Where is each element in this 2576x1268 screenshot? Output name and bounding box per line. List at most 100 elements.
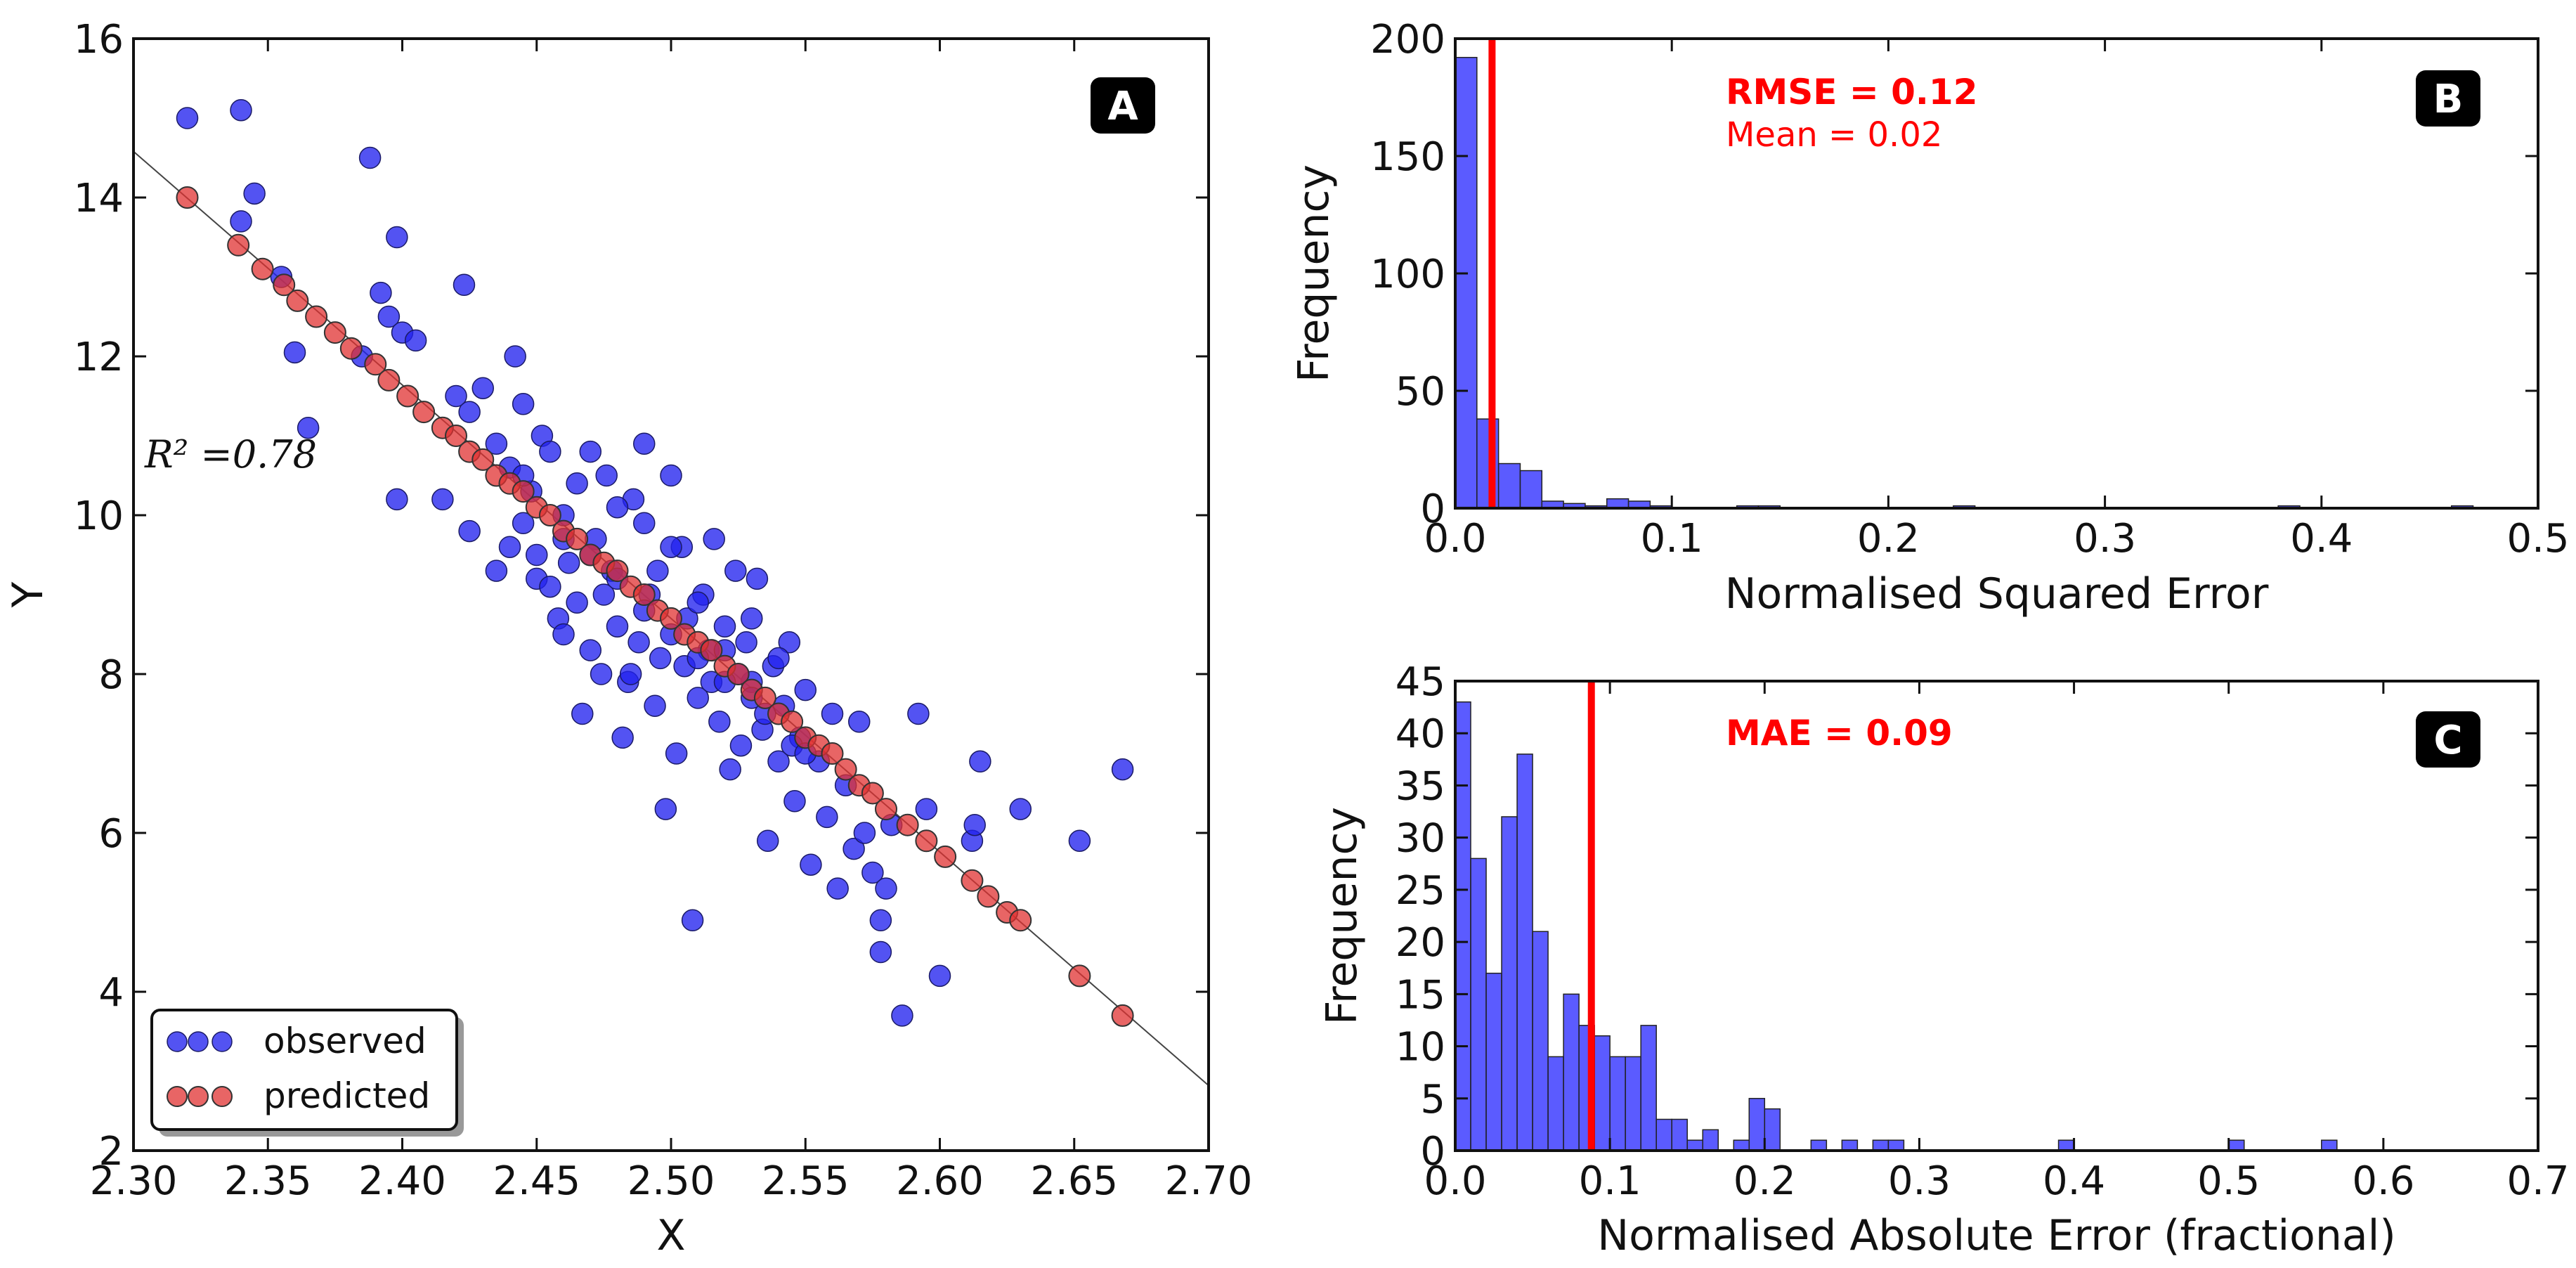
observed-point xyxy=(526,543,548,567)
observed-point xyxy=(767,750,790,773)
observed-point xyxy=(404,329,427,352)
panel-a-y-tick-label: 6 xyxy=(98,811,124,857)
observed-point xyxy=(633,432,656,455)
panel-c-bar xyxy=(1563,993,1580,1151)
observed-point xyxy=(794,678,817,701)
panel-c-x-tick-label: 0.7 xyxy=(2506,1158,2569,1204)
panel-c-x-tick-label: 0.0 xyxy=(1424,1158,1486,1204)
predicted-point xyxy=(566,527,589,550)
observed-point xyxy=(498,536,521,558)
observed-point xyxy=(729,734,753,757)
observed-point xyxy=(756,829,779,853)
panel-c-bar xyxy=(1470,858,1487,1151)
legend-predicted-marker xyxy=(212,1086,233,1107)
panel-c-bar xyxy=(2227,1139,2245,1151)
observed-point xyxy=(660,536,682,558)
observed-point xyxy=(230,210,252,233)
predicted-point xyxy=(364,353,387,376)
panel-a-x-tick-label: 2.70 xyxy=(1165,1158,1253,1204)
predicted-point xyxy=(471,448,495,471)
panel-b-y-tick-label: 50 xyxy=(1396,369,1445,415)
observed-point xyxy=(386,226,408,249)
panel-c-bar xyxy=(1733,1139,1750,1151)
observed-point xyxy=(504,345,526,368)
panel-c-x-tick-label: 0.6 xyxy=(2352,1158,2414,1204)
observed-point xyxy=(619,663,642,685)
observed-point xyxy=(1068,829,1091,853)
panel-a-badge-bg xyxy=(1091,77,1155,134)
observed-point xyxy=(633,512,656,535)
observed-point xyxy=(800,853,822,876)
panel-c-y-tick-label: 45 xyxy=(1396,659,1445,705)
panel-a-x-tick-label: 2.30 xyxy=(90,1158,178,1204)
predicted-point xyxy=(251,257,274,280)
predicted-point xyxy=(273,273,296,297)
panel-c-bar xyxy=(2321,1139,2338,1151)
observed-point xyxy=(386,488,408,511)
panel-b-bar xyxy=(1606,498,1629,509)
observed-point xyxy=(243,182,266,205)
legend-predicted-markers xyxy=(167,1086,233,1107)
observed-point xyxy=(512,512,535,535)
panel-b-badge: B xyxy=(2416,70,2480,127)
observed-point xyxy=(816,806,838,829)
panel-c-y-tick-label: 15 xyxy=(1396,972,1445,1018)
observed-point xyxy=(539,440,561,463)
predicted-point xyxy=(176,186,199,209)
panel-a-frame xyxy=(132,37,1210,1152)
legend-observed-marker xyxy=(167,1031,188,1052)
observed-point xyxy=(869,940,892,964)
predicted-point xyxy=(834,758,857,781)
panel-b-x-tick-label: 0.3 xyxy=(2074,516,2136,562)
panel-a-x-tick-label: 2.45 xyxy=(493,1158,580,1204)
panel-b-y-tick-label: 150 xyxy=(1370,134,1445,180)
observed-point xyxy=(649,647,672,670)
observed-point xyxy=(445,384,467,408)
panel-c-bar xyxy=(2057,1139,2075,1151)
panel-c-bar xyxy=(1872,1139,1889,1151)
observed-point xyxy=(1111,758,1134,781)
r-squared-annotation: R² =0.78 xyxy=(144,432,317,477)
predicted-point xyxy=(512,480,535,503)
panel-c-bar xyxy=(1655,1118,1672,1151)
observed-point xyxy=(660,464,682,487)
observed-point xyxy=(377,305,401,328)
panel-c-x-tick-label: 0.2 xyxy=(1733,1158,1796,1204)
observed-point xyxy=(843,837,865,860)
predicted-point xyxy=(1111,1004,1134,1027)
observed-point xyxy=(654,798,677,820)
panel-c-bar xyxy=(1764,1108,1781,1151)
legend-observed-marker xyxy=(188,1031,209,1052)
panel-c-y-tick-label: 35 xyxy=(1396,763,1445,809)
panel-c-badge-bg xyxy=(2416,711,2480,768)
predicted-point xyxy=(781,710,804,733)
panel-a-scatter: 2.30 2.35 2.40 2.45 2.50 2.55 2.60 2.65 2.70 2 4 6 8… xyxy=(4,17,1252,1260)
predicted-point xyxy=(861,782,884,805)
panel-c-y-tick-label: 30 xyxy=(1396,816,1445,862)
panel-b-x-tick-label: 0.2 xyxy=(1857,516,1920,562)
panel-b-bar xyxy=(1455,56,1478,509)
panel-c-bar xyxy=(1702,1129,1719,1151)
observed-point xyxy=(579,639,601,661)
observed-point xyxy=(687,591,709,614)
predicted-point xyxy=(412,401,436,424)
panel-c-bar xyxy=(1547,1056,1564,1151)
observed-point xyxy=(283,341,306,364)
panel-b-y-tick-label: 0 xyxy=(1420,486,1445,532)
panel-a-x-tick-label: 2.35 xyxy=(224,1158,312,1204)
panel-a-x-tick-label: 2.40 xyxy=(358,1158,446,1204)
observed-point xyxy=(606,615,629,638)
predicted-point xyxy=(632,583,656,606)
predicted-point xyxy=(821,742,844,765)
panel-c-ticks: 0.0 0.1 0.2 0.3 0.4 0.5 0.6 0.7 0 5 10 15 20 25 30 35 40… xyxy=(1396,659,2570,1204)
legend-observed-label: observed xyxy=(264,1021,427,1061)
observed-point xyxy=(566,591,588,614)
panel-c-y-tick-label: 20 xyxy=(1396,920,1445,966)
observed-point xyxy=(458,401,481,423)
panel-a-badge: A xyxy=(1091,77,1155,134)
observed-point xyxy=(853,822,876,844)
observed-point xyxy=(590,663,613,685)
predicted-point xyxy=(286,289,309,312)
observed-point xyxy=(644,694,666,717)
predicted-point xyxy=(700,639,723,662)
